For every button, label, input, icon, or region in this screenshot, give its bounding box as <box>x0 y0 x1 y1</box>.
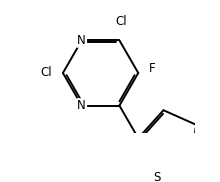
Text: N: N <box>77 34 86 47</box>
Text: N: N <box>77 99 86 112</box>
Text: Cl: Cl <box>41 66 52 80</box>
Text: S: S <box>153 171 161 182</box>
Text: F: F <box>149 62 155 75</box>
Text: Cl: Cl <box>116 15 127 28</box>
